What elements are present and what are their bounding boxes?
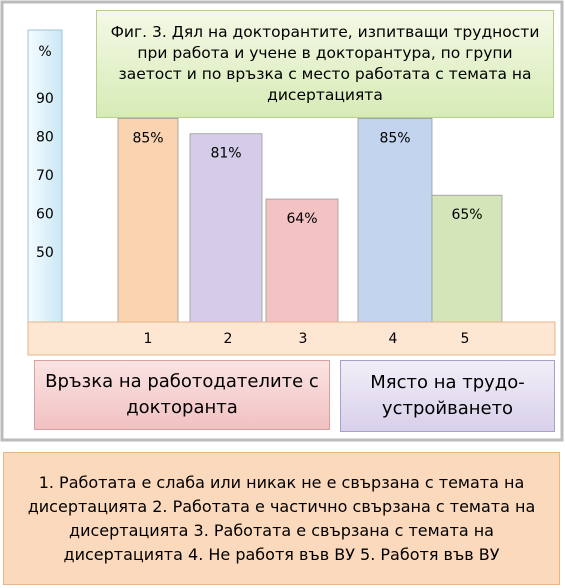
bar: [357, 117, 433, 323]
chart-title: Фиг. 3. Дял на докторантите, изпитващи т…: [96, 10, 554, 118]
x-tick-label: 3: [299, 331, 308, 347]
x-tick-label: 2: [224, 331, 233, 347]
group-label: Място на трудо-устройването: [340, 360, 555, 432]
x-tick-label: 1: [144, 331, 153, 347]
footnote: 1. Работата е слаба или никак не е свърз…: [3, 452, 560, 585]
value-label: 64%: [286, 211, 317, 227]
y-tick-label: 60: [36, 206, 54, 222]
y-axis-label: %: [38, 44, 51, 60]
y-tick-label: 80: [36, 130, 54, 146]
y-tick-label: 50: [36, 245, 54, 261]
y-tick-label: 70: [36, 168, 54, 184]
y-tick-label: 90: [36, 91, 54, 107]
bar: [117, 117, 179, 323]
bar: [265, 198, 339, 323]
value-label: 65%: [451, 207, 482, 223]
category-strip: [27, 321, 556, 356]
x-tick-label: 4: [389, 331, 398, 347]
group-label: Връзка на работодателите с докторанта: [34, 360, 330, 430]
value-label: 81%: [210, 146, 241, 162]
bar: [189, 133, 263, 323]
y-axis-pillar: [27, 29, 63, 323]
value-label: 85%: [132, 130, 163, 146]
x-tick-label: 5: [461, 331, 470, 347]
value-label: 85%: [379, 130, 410, 146]
